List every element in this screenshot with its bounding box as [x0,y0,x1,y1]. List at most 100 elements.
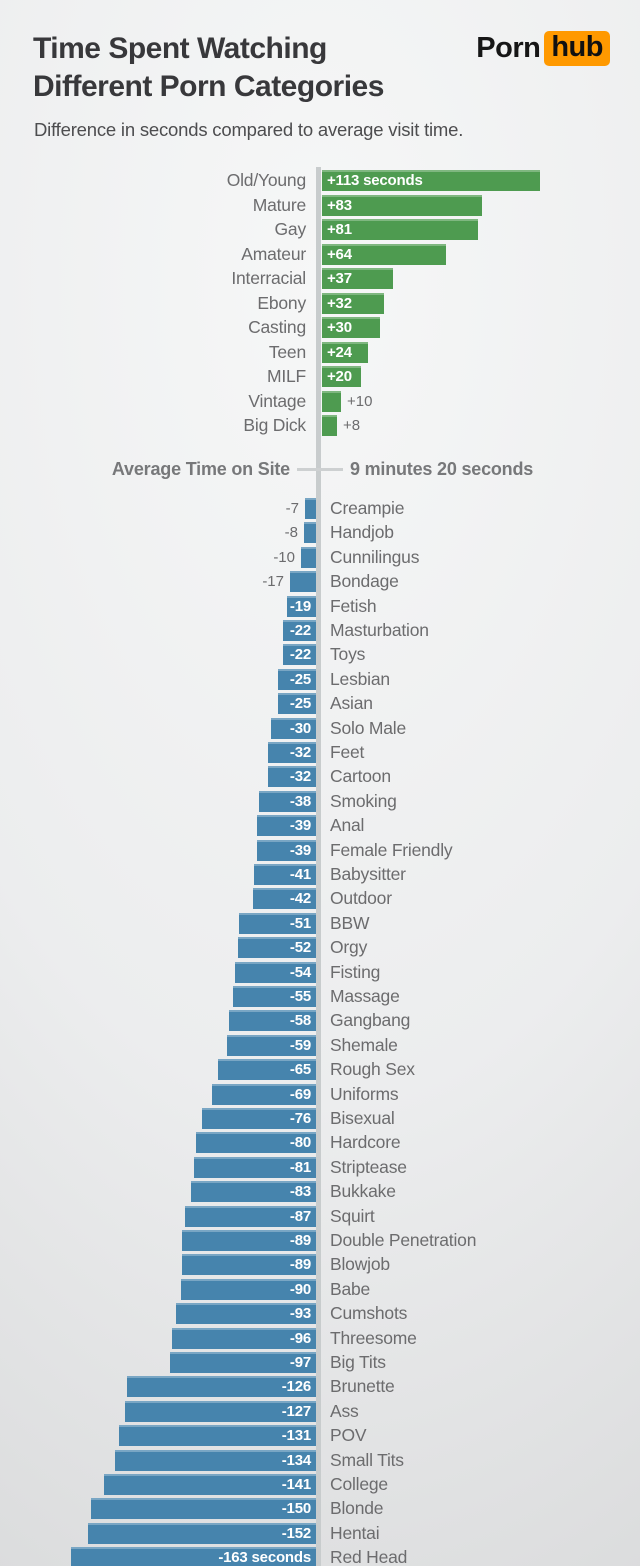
value-label: -89 [289,1256,311,1274]
value-label: -58 [289,1012,311,1030]
value-label: -32 [289,768,311,786]
category-label: Outdoor [330,888,392,909]
chart-row: +8 Big Dick [0,415,640,436]
bar-below-average: -96 [172,1327,316,1349]
bar-above-average [322,415,337,436]
value-label: -55 [289,988,311,1005]
value-label: +24 [327,343,352,361]
chart-row: +64 Amateur [0,243,640,265]
value-label: +10 [347,392,373,410]
chart-row: -52 Orgy [0,937,640,959]
category-label: Shemale [330,1034,398,1055]
chart-row: -141 College [0,1474,640,1495]
category-label: Gay [274,219,307,239]
category-label: College [330,1474,388,1494]
chart-row: -150 Blonde [0,1498,640,1520]
chart-row: -126 Brunette [0,1376,640,1398]
bar-below-average: -89 [182,1230,316,1251]
value-label: -41 [289,866,311,883]
value-label: -25 [289,695,311,713]
bar-above-average [322,390,341,412]
value-label: -141 [281,1476,311,1493]
value-label: -89 [289,1232,311,1249]
chart-row: +20 MILF [0,366,640,387]
chart-row: -93 Cumshots [0,1303,640,1325]
bar-below-average: -30 [271,717,316,739]
bar-below-average: -39 [257,815,316,837]
value-label: -54 [289,963,311,981]
category-label: Anal [330,815,365,836]
chart-row: -32 Feet [0,742,640,763]
bar-below-average: -83 [191,1181,316,1203]
category-label: Casting [248,317,306,337]
category-label: Babe [330,1278,371,1299]
category-label: MILF [266,366,306,386]
chart-row: -152 Hentai [0,1522,640,1544]
category-label: Ebony [257,292,306,313]
category-label: Solo Male [330,717,407,738]
page-title-line1: Time Spent Watching [33,32,327,65]
chart-row: -80 Hardcore [0,1132,640,1154]
value-label: -42 [289,890,311,908]
chart-row: +24 Teen [0,341,640,363]
bar-below-average: -126 [127,1376,316,1398]
category-label: Mature [252,194,306,215]
category-label: Big Tits [330,1352,386,1372]
chart-row: -19 Fetish [0,595,640,617]
value-label: +32 [327,294,352,312]
chart-row: -8 Handjob [0,522,640,544]
bar-above-average: +64 [322,243,446,265]
value-label: -152 [281,1524,311,1542]
baseline-label-right: 9 minutes 20 seconds [350,459,534,479]
bar-below-average: -163 seconds [71,1547,316,1566]
value-label: +20 [327,368,352,385]
chart-row: -96 Threesome [0,1327,640,1349]
category-label: POV [330,1425,367,1446]
category-label: Vintage [248,390,306,411]
bar-below-average: -41 [254,864,316,885]
chart-row: -89 Blowjob [0,1254,640,1276]
chart-row: -89 Double Penetration [0,1230,640,1251]
category-label: Hardcore [330,1132,401,1153]
bar-below-average: -69 [212,1083,316,1105]
category-label: Fetish [330,595,377,616]
category-label: BBW [330,912,370,933]
bar-above-average: +32 [322,292,384,314]
value-label: -65 [289,1061,311,1079]
bar-below-average: -127 [125,1400,316,1422]
value-label: -69 [289,1085,311,1103]
chart-subtitle: Difference in seconds compared to averag… [34,119,464,140]
bar-below-average: -58 [229,1010,316,1032]
bar-below-average: -89 [182,1254,316,1276]
value-label: -38 [289,792,311,810]
value-label: +81 [327,221,352,238]
value-label: -17 [262,573,284,591]
value-label: -22 [289,646,311,664]
category-label: Rough Sex [330,1059,415,1080]
category-label: Teen [268,341,306,362]
chart-row: -163 seconds Red Head [0,1547,640,1566]
bar-below-average: -22 [283,620,316,641]
category-label: Ass [330,1400,359,1421]
category-label: Female Friendly [330,839,453,860]
chart-row: -81 Striptease [0,1156,640,1178]
category-label: Bisexual [330,1108,395,1128]
value-label: -52 [289,939,311,957]
category-label: Smoking [330,790,397,811]
chart-row: -32 Cartoon [0,766,640,788]
value-label: -83 [289,1183,311,1201]
category-label: Big Dick [243,415,306,435]
bar-below-average: -134 [115,1449,316,1471]
category-label: Handjob [330,522,394,543]
value-label: -10 [273,548,295,566]
bar-below-average [290,571,316,593]
bar-below-average: -81 [194,1156,316,1178]
category-label: Cunnilingus [330,546,420,567]
chart-row: -38 Smoking [0,790,640,812]
chart-row: -131 POV [0,1425,640,1447]
bar-above-average: +30 [322,317,380,338]
category-label: Threesome [330,1327,417,1348]
value-label: -32 [289,744,311,761]
category-label: Small Tits [330,1449,404,1470]
value-label: -96 [289,1329,311,1347]
